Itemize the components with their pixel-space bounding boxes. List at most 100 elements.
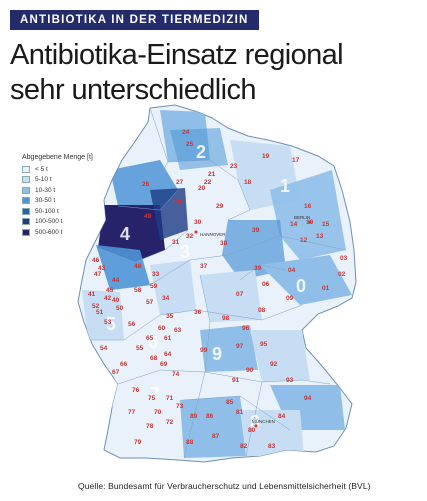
region-label: 67 — [112, 369, 120, 376]
region-label: 65 — [146, 335, 154, 342]
legend-swatch — [22, 186, 30, 194]
boundary-line — [167, 159, 251, 221]
region-label: 09 — [286, 295, 294, 302]
region-label: 12 — [300, 237, 308, 244]
region-label: 57 — [146, 299, 154, 306]
region-label: 46 — [92, 257, 100, 264]
region-label: 86 — [206, 413, 214, 420]
region-label: 03 — [340, 255, 348, 262]
zone-digit: 5 — [106, 314, 116, 334]
boundary-line — [245, 381, 263, 457]
legend-swatch — [22, 197, 30, 205]
region-label: 94 — [304, 395, 312, 402]
region-label: 04 — [288, 267, 296, 274]
legend-swatch — [22, 165, 30, 173]
region-label: 64 — [164, 351, 172, 358]
legend-swatch — [22, 176, 30, 184]
region-number-labels: 17 19 18 26 27 28 23 21 29 16 14 13 15 4… — [88, 129, 348, 450]
legend-label: 50-100 t — [35, 207, 59, 215]
region-label: 50 — [116, 305, 124, 312]
region-label: 78 — [146, 423, 154, 430]
region-label: 39 — [252, 227, 260, 234]
boundary-line — [88, 304, 303, 341]
legend-item: 100-500 t — [22, 217, 108, 228]
region-label: 29 — [216, 203, 224, 210]
region-label: 17 — [292, 157, 300, 164]
boundary-line — [239, 264, 287, 281]
region-label: 39 — [254, 265, 262, 272]
legend-label: 30-50 t — [35, 197, 56, 205]
legend-item: 500-600 t — [22, 227, 108, 238]
postcode-boundaries — [88, 107, 347, 459]
region-label: 36 — [194, 309, 202, 316]
map-legend: Abgegebene Menge [t] < 5 t 5-10 t 10-30 … — [22, 154, 108, 238]
region-label: 56 — [128, 321, 136, 328]
region-label: 41 — [88, 291, 96, 298]
region-label: 73 — [176, 403, 184, 410]
region-label: 80 — [248, 427, 256, 434]
region-label: 22 — [204, 179, 212, 186]
region-label: 91 — [232, 377, 240, 384]
section-kicker: ANTIBIOTIKA IN DER TIERMEDIZIN — [10, 10, 259, 30]
region-label: 92 — [270, 361, 278, 368]
zone-digit: 9 — [212, 344, 222, 364]
region-label: 93 — [286, 377, 294, 384]
region-label: 47 — [94, 271, 102, 278]
region-label: 68 — [150, 355, 158, 362]
region-sachsen — [260, 255, 352, 305]
zone-digit: 4 — [120, 224, 130, 244]
zone-digit: 3 — [180, 242, 190, 262]
headline: Antibiotika-Einsatz regional sehr unters… — [10, 38, 420, 108]
legend-item: 30-50 t — [22, 196, 108, 207]
region-label: 06 — [262, 281, 270, 288]
region-label: 76 — [132, 387, 140, 394]
region-label: 90 — [246, 367, 254, 374]
region-label: 21 — [208, 171, 216, 178]
region-label: 58 — [134, 287, 142, 294]
headline-line-1: Antibiotika-Einsatz regional — [10, 39, 344, 71]
region-label: 61 — [164, 335, 172, 342]
region-vechta — [150, 188, 188, 240]
boundary-line — [149, 107, 169, 191]
legend-title: Abgegebene Menge [t] — [22, 154, 93, 161]
region-label: 33 — [152, 271, 160, 278]
legend-item: 50-100 t — [22, 206, 108, 217]
region-label: 26 — [142, 181, 150, 188]
region-label: 45 — [106, 287, 114, 294]
boundary-line — [183, 395, 291, 431]
region-franken — [200, 325, 258, 372]
region-label: 42 — [104, 295, 112, 302]
region-baden — [108, 370, 172, 440]
region-hessen — [150, 260, 196, 315]
region-label: 59 — [150, 283, 158, 290]
region-label: 88 — [186, 439, 194, 446]
boundary-line — [117, 369, 331, 385]
city-label-hannover: HANNOVER — [200, 232, 226, 237]
region-label: 16 — [304, 203, 312, 210]
region-label: 79 — [134, 439, 142, 446]
region-label: 82 — [240, 443, 248, 450]
legend-label: 500-600 t — [35, 228, 63, 236]
region-label: 89 — [190, 413, 198, 420]
region-label: 83 — [268, 443, 276, 450]
boundary-line — [109, 235, 347, 291]
region-label: 20 — [198, 185, 206, 192]
region-allgaeu — [180, 396, 248, 458]
legend-item: 5-10 t — [22, 175, 108, 186]
zone-digit: 6 — [148, 332, 158, 352]
region-westfalen — [96, 245, 150, 290]
zone-digit: 7 — [150, 384, 160, 404]
region-label: 97 — [236, 343, 244, 350]
region-label: 08 — [258, 307, 266, 314]
region-label: 14 — [290, 221, 298, 228]
region-thueringen — [200, 270, 262, 322]
region-brandenburg — [270, 170, 346, 260]
legend-swatch — [22, 218, 30, 226]
city-label-muenchen: MÜNCHEN — [252, 418, 275, 424]
region-label: 43 — [98, 265, 106, 272]
region-label: 74 — [172, 371, 180, 378]
boundary-line — [183, 274, 211, 459]
region-label: 01 — [322, 285, 330, 292]
region-label: 27 — [176, 179, 184, 186]
